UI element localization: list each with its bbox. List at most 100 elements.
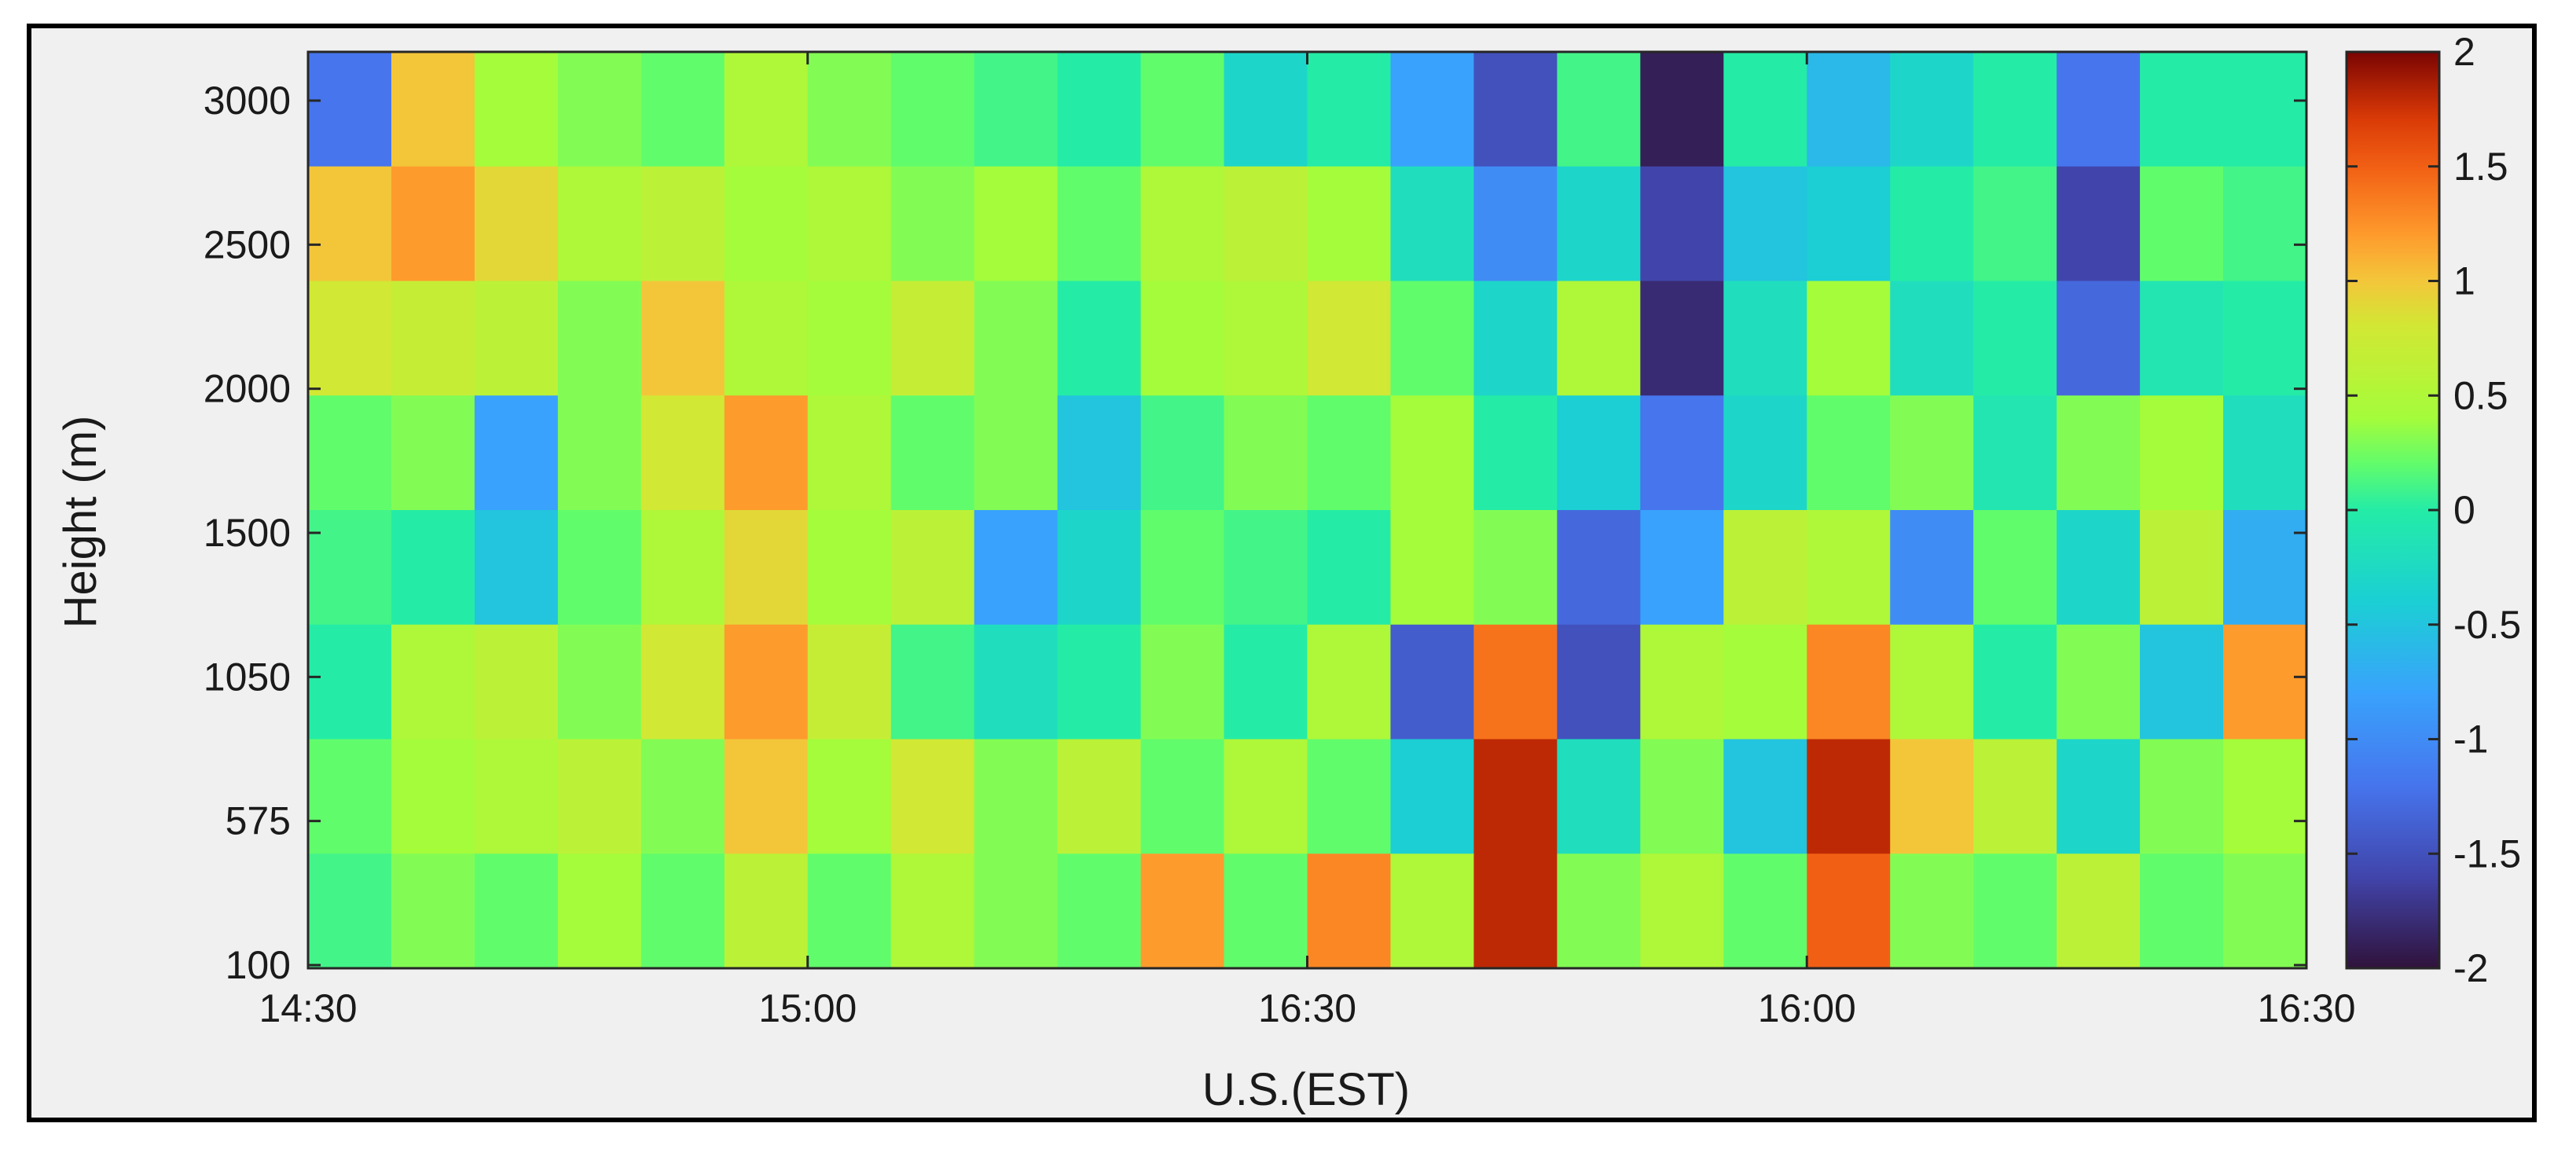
colorbar: 2 1.5 1 0.5 0 -0.5 -1 -1.5 -2 bbox=[2345, 30, 2521, 990]
heatmap-cell bbox=[807, 510, 892, 626]
heatmap-cell bbox=[890, 281, 975, 396]
heatmap-cell bbox=[807, 395, 892, 511]
heatmap-cell bbox=[2223, 166, 2307, 282]
heatmap-cell bbox=[474, 166, 559, 282]
heatmap-cell bbox=[2140, 510, 2224, 626]
heatmap-cell bbox=[2140, 281, 2224, 396]
heatmap-cell bbox=[391, 624, 475, 740]
heatmap-cell bbox=[1307, 395, 1392, 511]
heatmap-cell bbox=[890, 395, 975, 511]
heatmap-cell bbox=[391, 281, 475, 396]
heatmap-cell bbox=[2140, 624, 2224, 740]
heatmap-cell bbox=[1390, 52, 1475, 167]
heatmap-cell bbox=[1640, 395, 1724, 511]
colorbar-tick-label: 0.5 bbox=[2453, 373, 2508, 417]
heatmap-cell bbox=[557, 624, 642, 740]
heatmap-cell bbox=[308, 510, 392, 626]
heatmap-cell bbox=[1890, 624, 1974, 740]
heatmap-cell bbox=[2223, 739, 2307, 854]
heatmap-cell bbox=[1807, 510, 1891, 626]
heatmap-cell bbox=[557, 166, 642, 282]
heatmap-cell bbox=[1057, 739, 1142, 854]
heatmap-cell bbox=[2223, 395, 2307, 511]
heatmap-cell bbox=[1557, 52, 1641, 167]
colorbar-tick-label: -1.5 bbox=[2453, 831, 2521, 876]
y-tick-label: 3000 bbox=[204, 79, 291, 123]
heatmap-cell bbox=[1224, 853, 1308, 969]
heatmap-cell bbox=[1307, 853, 1392, 969]
heatmap-cell bbox=[2057, 52, 2141, 167]
y-tick-label: 2500 bbox=[204, 222, 291, 266]
heatmap-cell bbox=[474, 510, 559, 626]
heatmap-cell bbox=[724, 395, 809, 511]
x-tick-label: 16:30 bbox=[1258, 986, 1356, 1030]
heatmap-cell bbox=[1224, 510, 1308, 626]
heatmap-cell bbox=[807, 624, 892, 740]
heatmap-cell bbox=[391, 52, 475, 167]
heatmap-cell bbox=[890, 510, 975, 626]
heatmap-cell bbox=[1807, 166, 1891, 282]
heatmap-cell bbox=[1473, 853, 1558, 969]
heatmap-cell bbox=[2057, 624, 2141, 740]
heatmap-cell bbox=[1890, 395, 1974, 511]
heatmap-cell bbox=[1390, 624, 1475, 740]
heatmap-cell bbox=[974, 166, 1059, 282]
heatmap-cell bbox=[2140, 739, 2224, 854]
heatmap-cell bbox=[724, 281, 809, 396]
heatmap-cell bbox=[1890, 853, 1974, 969]
heatmap-cell bbox=[1890, 166, 1974, 282]
heatmap-cell bbox=[1807, 395, 1891, 511]
heatmap-cell bbox=[724, 52, 809, 167]
heatmap-cell bbox=[1723, 395, 1807, 511]
heatmap-cell bbox=[1224, 395, 1308, 511]
y-axis: 100 575 1050 1500 2000 2500 3000 bbox=[204, 79, 2306, 987]
heatmap-cell bbox=[1890, 739, 1974, 854]
heatmap-cell bbox=[640, 510, 725, 626]
colorbar-tick-label: -1 bbox=[2453, 718, 2488, 762]
heatmap-cell bbox=[1307, 166, 1392, 282]
heatmap-cell bbox=[1640, 166, 1724, 282]
heatmap-cell bbox=[640, 853, 725, 969]
heatmap-cell bbox=[724, 166, 809, 282]
heatmap-cell bbox=[640, 281, 725, 396]
y-tick-label: 1050 bbox=[204, 655, 291, 699]
heatmap-cell bbox=[1640, 510, 1724, 626]
heatmap-cell bbox=[1723, 281, 1807, 396]
heatmap-cell bbox=[1807, 739, 1891, 854]
heatmap-cell bbox=[640, 395, 725, 511]
heatmap-cell bbox=[1640, 624, 1724, 740]
heatmap-cell bbox=[1057, 166, 1142, 282]
colorbar-tick-label: 0 bbox=[2453, 488, 2475, 532]
heatmap-cell bbox=[1807, 52, 1891, 167]
heatmap-cell bbox=[890, 853, 975, 969]
heatmap-cell bbox=[1973, 166, 2057, 282]
heatmap-cell bbox=[2057, 395, 2141, 511]
heatmap-cell bbox=[2140, 395, 2224, 511]
heatmap-cell bbox=[1890, 281, 1974, 396]
heatmap-cell bbox=[1224, 281, 1308, 396]
heatmap-cell bbox=[391, 510, 475, 626]
heatmap-cell bbox=[1390, 281, 1475, 396]
heatmap-cell bbox=[1807, 281, 1891, 396]
heatmap-cell bbox=[1473, 395, 1558, 511]
heatmap-cell bbox=[2057, 739, 2141, 854]
heatmap-cell bbox=[1224, 52, 1308, 167]
heatmap-cell bbox=[2223, 52, 2307, 167]
heatmap-cell bbox=[308, 166, 392, 282]
heatmap-cell bbox=[391, 395, 475, 511]
heatmap-cell bbox=[640, 52, 725, 167]
heatmap-cell bbox=[1140, 52, 1225, 167]
heatmap-cell bbox=[1140, 739, 1225, 854]
heatmap-cell bbox=[1057, 624, 1142, 740]
x-axis-label: U.S.(EST) bbox=[1202, 1064, 1410, 1115]
heatmap-cell bbox=[308, 52, 392, 167]
heatmap-cell bbox=[724, 510, 809, 626]
heatmap-cell bbox=[807, 739, 892, 854]
heatmap-cell bbox=[807, 52, 892, 167]
heatmap-cell bbox=[308, 853, 392, 969]
heatmap-cell bbox=[2140, 52, 2224, 167]
y-axis-label: Height (m) bbox=[55, 416, 106, 629]
heatmap-cell bbox=[1224, 739, 1308, 854]
heatmap-cell bbox=[474, 395, 559, 511]
